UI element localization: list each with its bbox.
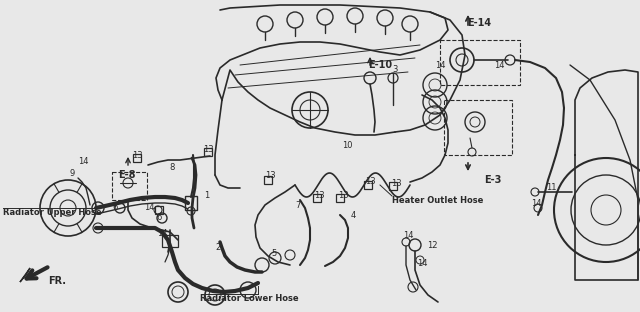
Text: 3: 3	[392, 66, 397, 75]
Text: Radiator Upper Hose: Radiator Upper Hose	[3, 208, 102, 217]
Text: 14: 14	[435, 61, 445, 71]
Text: 5: 5	[271, 248, 276, 257]
Text: 13: 13	[265, 172, 275, 181]
Text: 7: 7	[295, 201, 301, 209]
Text: 14: 14	[493, 61, 504, 70]
Text: 13: 13	[338, 192, 348, 201]
Text: 1: 1	[204, 191, 210, 199]
Text: 2: 2	[216, 243, 221, 252]
Bar	[336, 194, 344, 202]
Bar	[133, 154, 141, 162]
Bar	[389, 182, 397, 190]
Text: 14: 14	[417, 259, 428, 267]
Text: 13: 13	[314, 192, 324, 201]
Polygon shape	[20, 268, 30, 282]
Text: 11: 11	[546, 183, 556, 193]
Bar	[155, 206, 163, 214]
Bar	[185, 196, 197, 210]
Bar	[440, 40, 520, 85]
Bar	[204, 148, 212, 156]
Bar	[162, 235, 178, 247]
Text: 14: 14	[77, 158, 88, 167]
Text: 13: 13	[203, 144, 213, 154]
Text: 6: 6	[156, 213, 162, 222]
Text: 14: 14	[531, 199, 541, 208]
Text: E-3: E-3	[484, 175, 501, 185]
Text: 6: 6	[112, 202, 118, 212]
Text: Heater Outlet Hose: Heater Outlet Hose	[392, 196, 483, 205]
Text: 14: 14	[157, 228, 167, 237]
Text: 14: 14	[403, 232, 413, 241]
Text: 14: 14	[144, 203, 154, 212]
Text: 9: 9	[69, 169, 75, 178]
Text: E-14: E-14	[467, 18, 491, 28]
Text: 12: 12	[427, 241, 437, 250]
Text: E-10: E-10	[368, 60, 392, 70]
Bar	[264, 176, 272, 184]
Bar	[364, 181, 372, 189]
Bar	[313, 194, 321, 202]
Text: Radiator Lower Hose: Radiator Lower Hose	[200, 294, 299, 303]
Text: FR.: FR.	[48, 276, 66, 286]
Bar	[112, 172, 147, 200]
Text: 10: 10	[342, 140, 352, 149]
Text: 4: 4	[350, 211, 356, 220]
Text: E-8: E-8	[118, 170, 136, 180]
Text: 13: 13	[365, 178, 375, 187]
Text: 13: 13	[390, 178, 401, 188]
Text: 8: 8	[170, 163, 175, 173]
Text: 13: 13	[132, 150, 142, 159]
Bar	[444, 100, 512, 155]
